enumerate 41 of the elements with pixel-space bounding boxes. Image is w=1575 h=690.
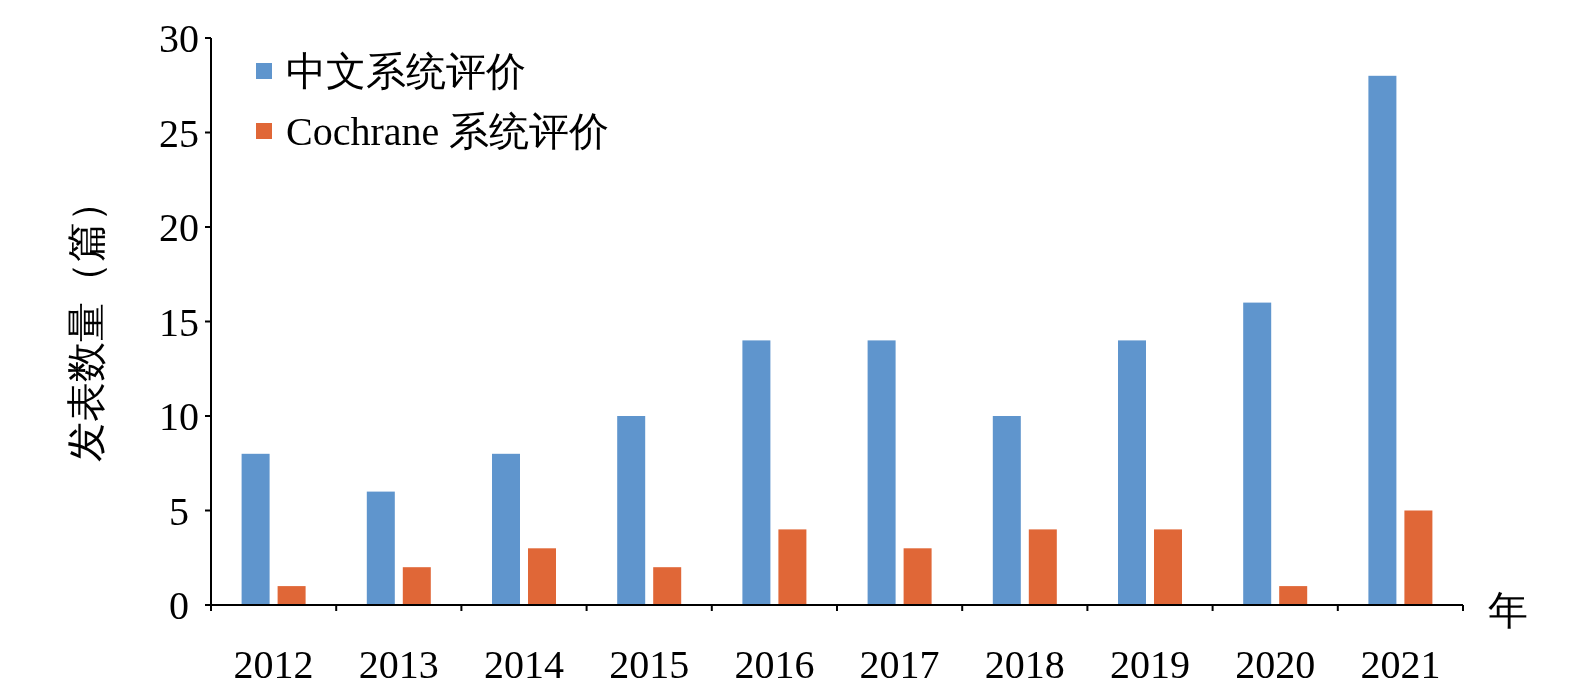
y-tick-label: 15 bbox=[159, 299, 199, 345]
x-tick-label: 2021 bbox=[1360, 642, 1441, 687]
x-axis-title: 年 bbox=[1488, 588, 1528, 633]
bar bbox=[1279, 586, 1308, 605]
y-tick-label: 10 bbox=[159, 394, 199, 439]
bar bbox=[1154, 529, 1182, 605]
bar bbox=[402, 567, 431, 605]
y-tick-label: 20 bbox=[159, 205, 199, 250]
y-axis-title: 发表数量（篇） bbox=[64, 181, 109, 462]
bar bbox=[1243, 302, 1272, 605]
x-tick-label: 2012 bbox=[233, 642, 314, 687]
bar bbox=[277, 586, 306, 605]
x-tick-label: 2017 bbox=[859, 642, 940, 687]
y-tick-label: 0 bbox=[169, 583, 189, 628]
bar bbox=[617, 416, 646, 605]
x-tick-label: 2020 bbox=[1235, 642, 1316, 687]
x-tick-label: 2016 bbox=[734, 642, 815, 687]
y-tick-label: 5 bbox=[169, 488, 189, 534]
y-tick-label: 30 bbox=[159, 16, 199, 61]
x-tick-label: 2018 bbox=[984, 642, 1065, 687]
x-tick-label: 2015 bbox=[609, 642, 690, 687]
legend-label: Cochrane 系统评价 bbox=[286, 109, 610, 154]
bar bbox=[1404, 510, 1433, 605]
x-tick-label: 2019 bbox=[1110, 642, 1190, 687]
bar bbox=[778, 529, 807, 605]
bar bbox=[1368, 75, 1397, 605]
bar bbox=[653, 567, 682, 605]
legend-label: 中文系统评价 bbox=[286, 49, 526, 94]
x-tick-label: 2013 bbox=[358, 642, 439, 687]
bar bbox=[241, 453, 270, 605]
bar bbox=[366, 491, 395, 605]
x-tick-label: 2014 bbox=[484, 642, 564, 687]
bar bbox=[992, 416, 1021, 605]
bar bbox=[1118, 340, 1146, 605]
bar bbox=[903, 548, 932, 605]
bar bbox=[867, 340, 896, 605]
bar bbox=[528, 548, 556, 605]
bar bbox=[492, 453, 520, 605]
bar bbox=[1028, 529, 1057, 605]
y-tick-label: 25 bbox=[159, 110, 199, 156]
bar bbox=[742, 340, 771, 605]
